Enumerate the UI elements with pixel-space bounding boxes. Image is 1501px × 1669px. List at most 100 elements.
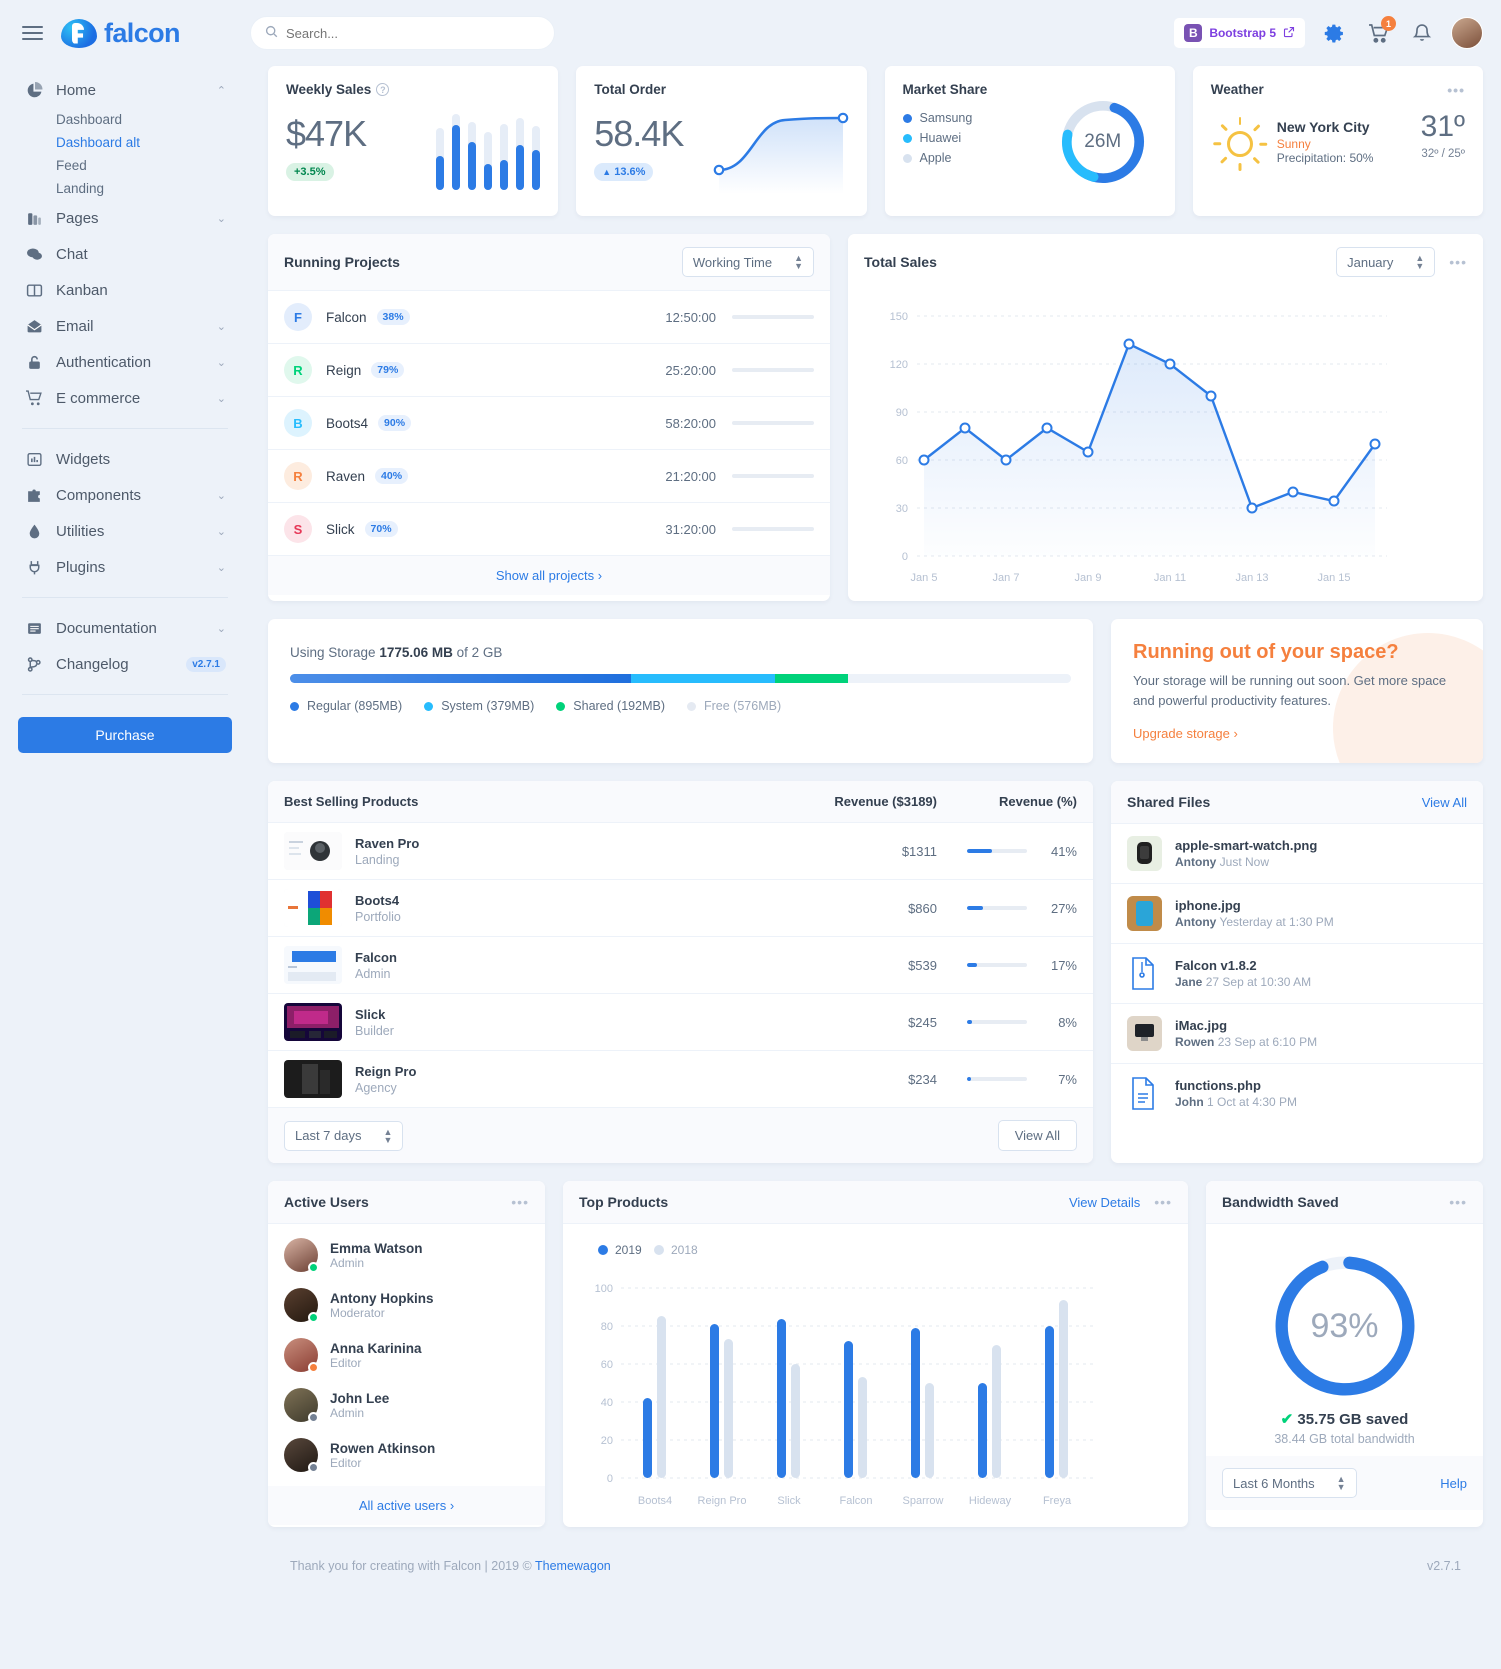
working-time-select[interactable]: Working Time ▲ ▼ [681, 247, 814, 277]
table-row[interactable]: R Reign 79% 25:20:00 [268, 344, 830, 397]
droplet-icon [24, 521, 44, 541]
bandwidth-saved: ✔ 35.75 GB saved [1281, 1410, 1409, 1428]
chevron-down-icon[interactable]: ⌄ [216, 392, 226, 405]
view-details-link[interactable]: View Details [1068, 1194, 1141, 1210]
sidebar-item-chat[interactable]: Chat [18, 236, 232, 272]
list-item[interactable]: Emma Watson Admin [268, 1230, 545, 1280]
cart-button[interactable]: 1 [1363, 16, 1396, 48]
table-row[interactable]: Slick Builder $245 8% [268, 994, 1093, 1051]
chevron-down-icon[interactable]: ⌄ [216, 356, 226, 369]
bandwidth-range-select[interactable]: Last 6 Months ▲ ▼ [1222, 1468, 1357, 1498]
user-role: Moderator [330, 1305, 385, 1320]
table-row[interactable]: Raven Pro Landing $1311 41% [268, 823, 1093, 880]
month-select[interactable]: January ▲ ▼ [1336, 247, 1436, 277]
avatar[interactable] [1451, 17, 1483, 49]
product-percent: 8% [1058, 1014, 1077, 1030]
sidebar-item-ecommerce[interactable]: E commerce ⌄ [18, 380, 232, 416]
table-row[interactable]: R Raven 40% 21:20:00 [268, 450, 830, 503]
sidebar-item-components[interactable]: Components ⌄ [18, 477, 232, 513]
sidebar-item-home[interactable]: Home ⌃ [18, 72, 232, 108]
product-percent: 17% [1050, 957, 1077, 973]
chevron-down-icon[interactable]: ⌄ [216, 525, 226, 538]
sidebar-subitem-landing[interactable]: Landing [56, 181, 105, 196]
help-icon[interactable]: ? [376, 83, 390, 96]
bandwidth-menu-button[interactable]: ••• [1449, 1194, 1467, 1210]
sidebar-subitem-dashboard-alt[interactable]: Dashboard alt [56, 135, 141, 150]
legend-item: System (379MB) [424, 699, 534, 713]
list-item[interactable]: iphone.jpg Antony Yesterday at 1:30 PM [1111, 884, 1483, 944]
table-row[interactable]: S Slick 70% 31:20:00 [268, 503, 830, 556]
hamburger-menu-icon[interactable] [22, 26, 43, 40]
user-role: Editor [330, 1355, 362, 1370]
product-category: Portfolio [355, 909, 401, 924]
storage-progress-bar [290, 674, 1071, 683]
sidebar-subitem-feed[interactable]: Feed [56, 158, 87, 173]
list-item[interactable]: functions.php John 1 Oct at 4:30 PM [1111, 1064, 1483, 1123]
sidebar-subitem-dashboard[interactable]: Dashboard [56, 112, 123, 127]
projects-sales-row: Running Projects Working Time ▲ ▼ F Falco… [268, 234, 1483, 601]
sidebar-item-kanban[interactable]: Kanban [18, 272, 232, 308]
chevron-down-icon[interactable]: ⌄ [216, 622, 226, 635]
show-all-projects-link[interactable]: Show all projects › [268, 556, 830, 595]
project-time: 58:20:00 [665, 415, 716, 431]
list-item[interactable]: Falcon v1.8.2 Jane 27 Sep at 10:30 AM [1111, 944, 1483, 1004]
product-revenue: $1311 [901, 843, 937, 859]
sidebar-item-email[interactable]: Email ⌄ [18, 308, 232, 344]
content: Weekly Sales ? $47K +3.5% [250, 66, 1501, 1669]
list-item[interactable]: Rowen Atkinson Editor [268, 1430, 545, 1480]
table-row[interactable]: Falcon Admin $539 17% [268, 937, 1093, 994]
chevron-down-icon[interactable]: ⌄ [216, 561, 226, 574]
settings-button[interactable] [1319, 18, 1349, 48]
product-thumbnail [284, 946, 342, 984]
sidebar-item-plugins[interactable]: Plugins ⌄ [18, 549, 232, 585]
weather-menu-button[interactable]: ••• [1447, 81, 1465, 98]
sidebar-item-pages[interactable]: Pages ⌄ [18, 200, 232, 236]
search-input[interactable] [286, 25, 540, 41]
themewagon-link[interactable]: Themewagon [535, 1559, 611, 1573]
shared-files-view-all-link[interactable]: View All [1421, 794, 1467, 810]
search-box[interactable] [250, 16, 555, 50]
sidebar-item-authentication[interactable]: Authentication ⌄ [18, 344, 232, 380]
date-range-select[interactable]: Last 7 days ▲ ▼ [284, 1120, 404, 1151]
list-item[interactable]: Antony Hopkins Moderator [268, 1280, 545, 1330]
sidebar-item-widgets[interactable]: Widgets [18, 441, 232, 477]
list-item[interactable]: iMac.jpg Rowen 23 Sep at 6:10 PM [1111, 1004, 1483, 1064]
footer-text: Thank you for creating with Falcon | 201… [290, 1559, 611, 1573]
user-name: Emma Watson [330, 1240, 423, 1256]
user-name: Rowen Atkinson [330, 1440, 436, 1456]
list-item[interactable]: apple-smart-watch.png Antony Just Now [1111, 824, 1483, 884]
table-row[interactable]: Boots4 Portfolio $860 27% [268, 880, 1093, 937]
svg-text:120: 120 [890, 359, 908, 371]
total-order-value: 58.4K [594, 113, 684, 154]
top-products-title: Top Products [579, 1194, 669, 1210]
sidebar-item-documentation[interactable]: Documentation ⌄ [18, 610, 232, 646]
chevron-down-icon[interactable]: ⌄ [216, 489, 226, 502]
table-row[interactable]: F Falcon 38% 12:50:00 [268, 291, 830, 344]
cart-icon [24, 388, 44, 408]
running-projects-header: Running Projects Working Time ▲ ▼ [268, 234, 830, 291]
purchase-button[interactable]: Purchase [18, 717, 232, 753]
chevron-down-icon[interactable]: ⌄ [216, 212, 226, 225]
help-link[interactable]: Help [1440, 1475, 1467, 1491]
table-row[interactable]: B Boots4 90% 58:20:00 [268, 397, 830, 450]
all-active-users-link[interactable]: All active users › [268, 1486, 545, 1525]
sidebar-item-utilities[interactable]: Utilities ⌄ [18, 513, 232, 549]
list-item[interactable]: Anna Karinina Editor [268, 1330, 545, 1380]
table-row[interactable]: Reign Pro Agency $234 7% [268, 1051, 1093, 1108]
view-all-products-button[interactable]: View All [997, 1120, 1077, 1151]
top-products-menu-button[interactable]: ••• [1154, 1194, 1172, 1210]
upgrade-storage-link[interactable]: Upgrade storage › [1133, 726, 1238, 741]
notifications-button[interactable] [1407, 18, 1437, 48]
bootstrap-5-pill[interactable]: B Bootstrap 5 [1174, 18, 1305, 48]
list-item[interactable]: John Lee Admin [268, 1380, 545, 1430]
envelope-icon [24, 316, 44, 336]
weather-condition: Sunny [1276, 137, 1311, 151]
chevron-up-icon[interactable]: ⌃ [216, 84, 226, 97]
sidebar-divider-3 [22, 694, 228, 695]
chevron-down-icon[interactable]: ⌄ [216, 320, 226, 333]
project-percent: 79% [371, 362, 405, 378]
active-users-menu-button[interactable]: ••• [511, 1194, 529, 1210]
sidebar-item-changelog[interactable]: Changelog v2.7.1 [18, 646, 232, 682]
total-sales-menu-button[interactable]: ••• [1449, 254, 1467, 270]
brand-logo[interactable]: falcon [61, 18, 181, 49]
